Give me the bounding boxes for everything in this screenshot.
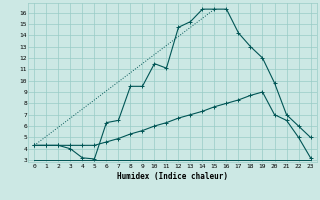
- X-axis label: Humidex (Indice chaleur): Humidex (Indice chaleur): [117, 172, 228, 181]
